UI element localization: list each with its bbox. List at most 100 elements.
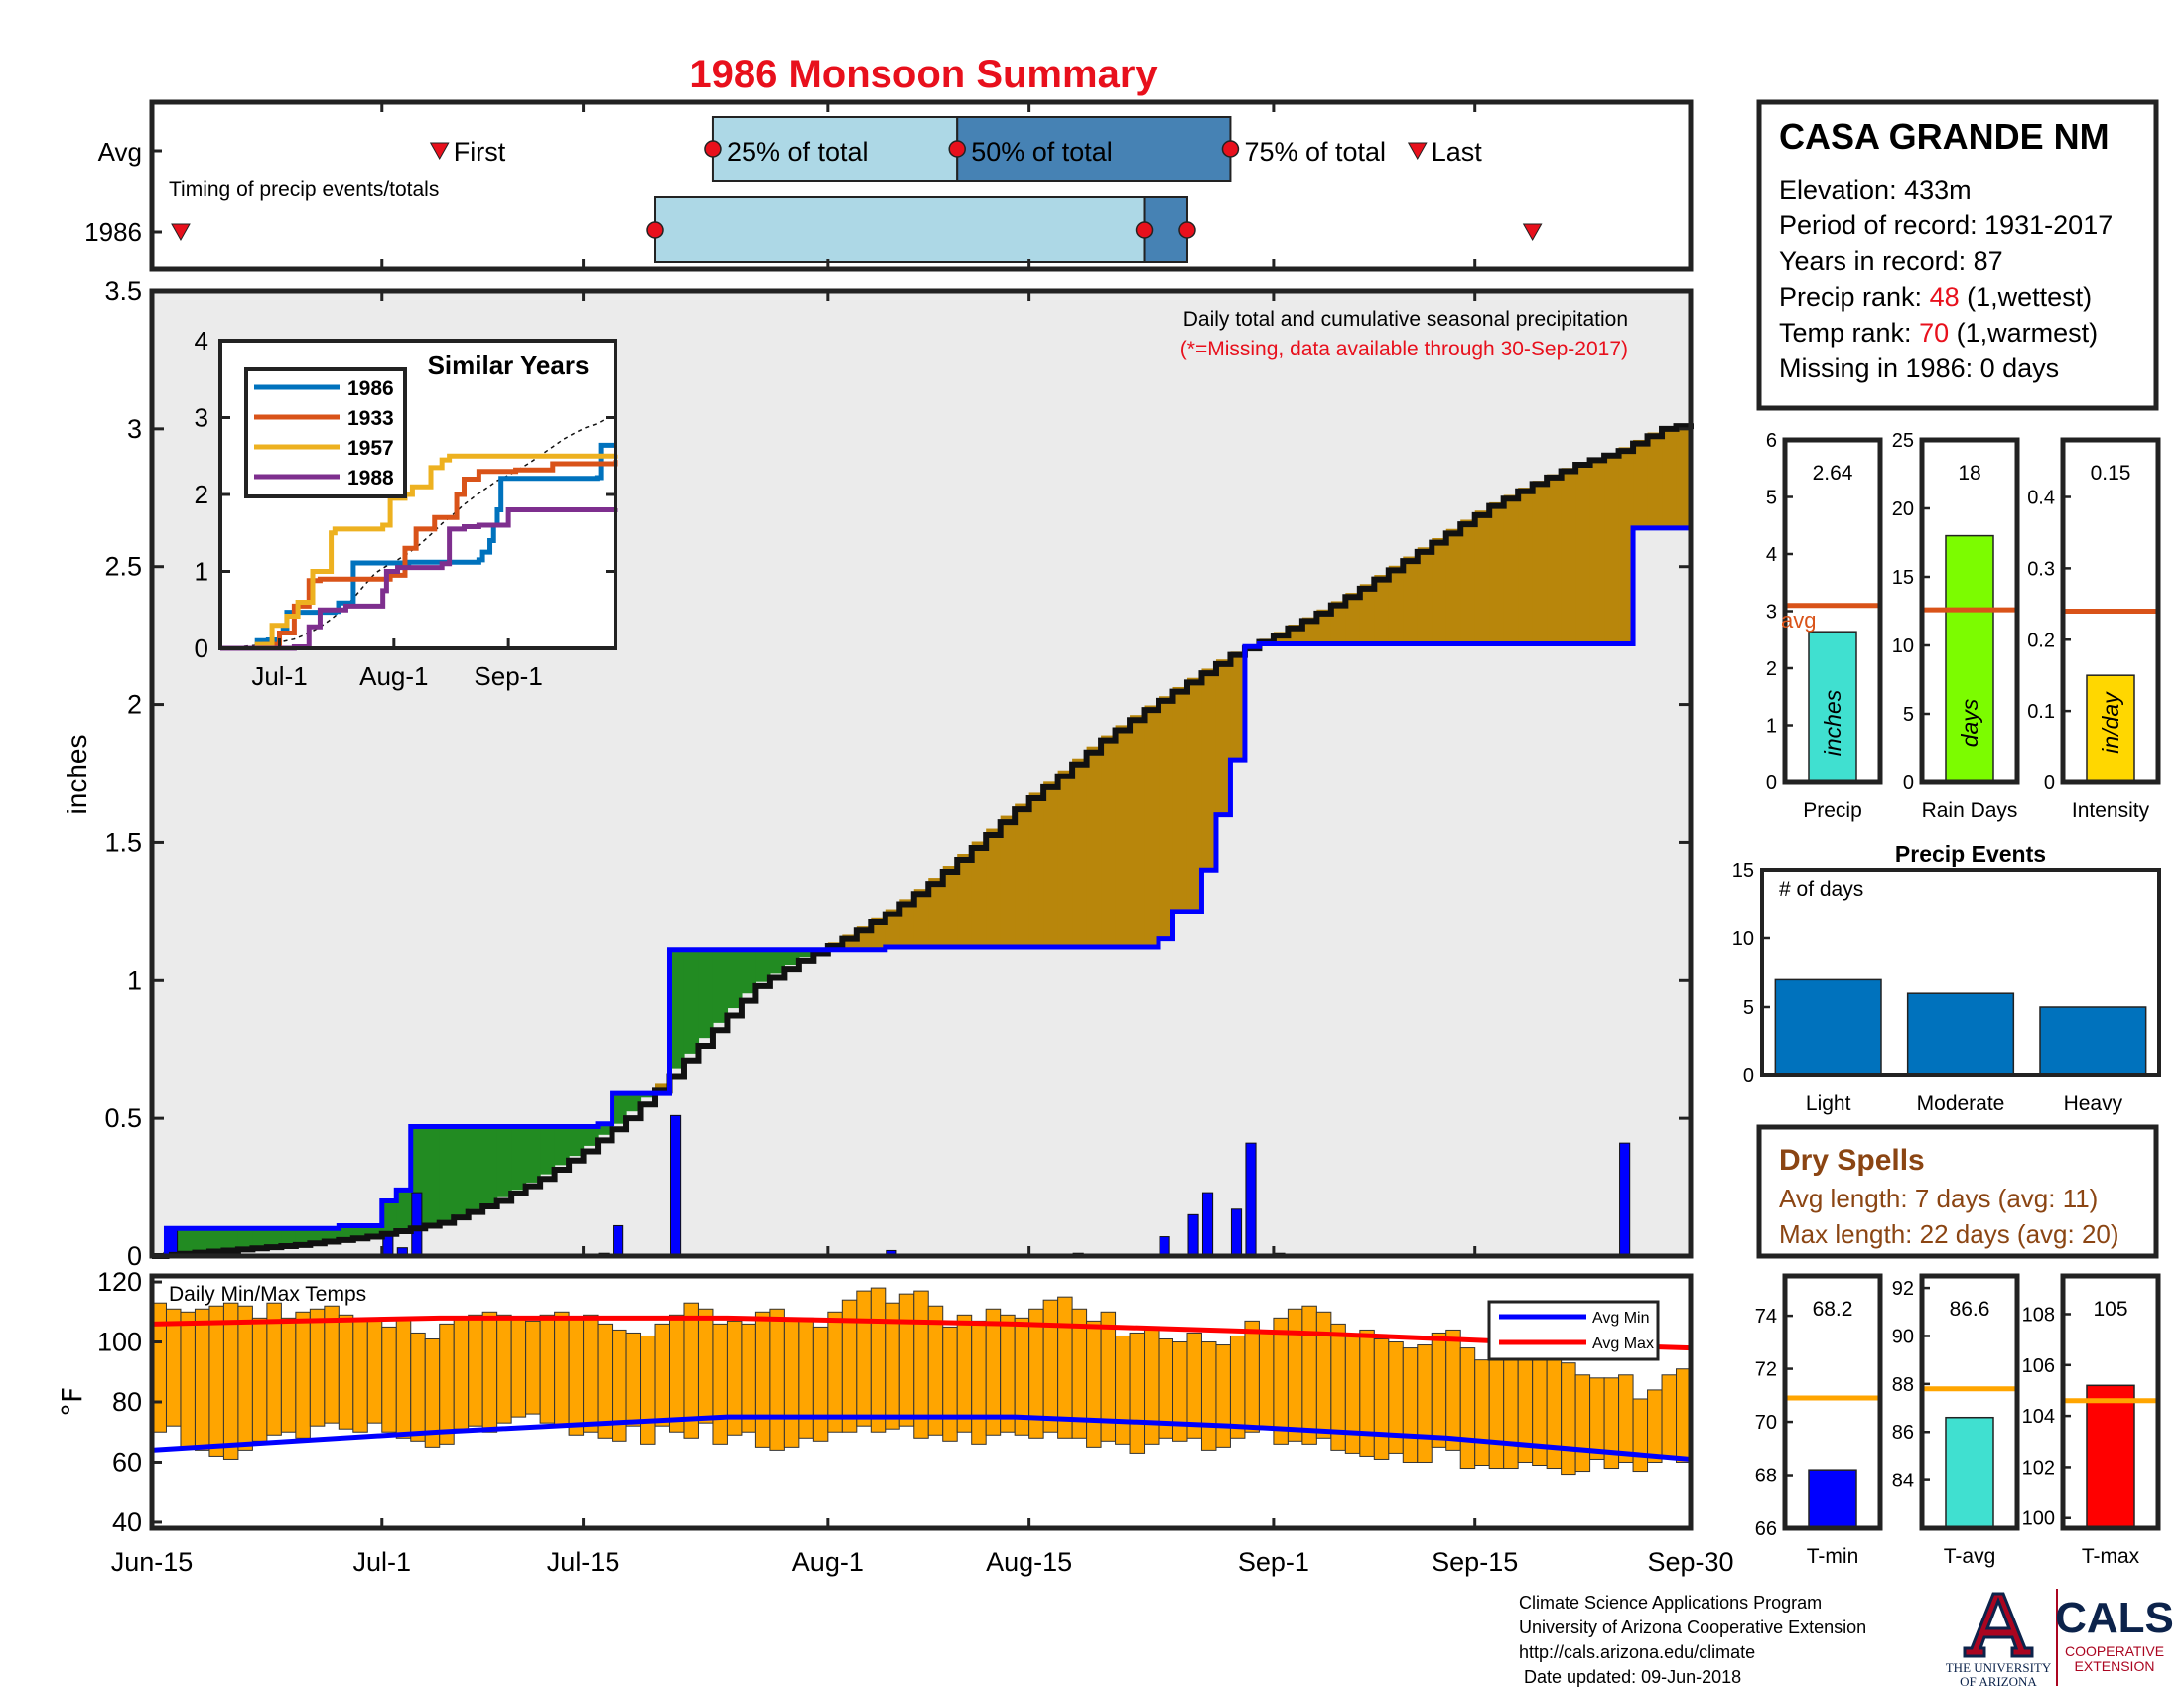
intensity-panel: 0.15 0 0.1 0.2 0.3 0.4 Intensity in/day: [2027, 437, 2161, 822]
daily-temp-bar: [324, 1305, 340, 1424]
shared-xtick-label: Jun-15: [111, 1547, 194, 1577]
intensity-unit: in/day: [2098, 691, 2123, 754]
below-avg-fill: [942, 866, 958, 947]
daily-temp-bar: [280, 1317, 297, 1433]
t-avg-frame: [1919, 1273, 2020, 1531]
below-avg-fill: [1159, 696, 1174, 939]
station-period: Period of record: 1931-2017: [1779, 211, 2113, 240]
below-avg-fill: [1172, 686, 1188, 912]
inset-series-1988: [220, 507, 618, 651]
shared-xtick-label: Aug-1: [792, 1547, 864, 1577]
daily-temp-bar: [1402, 1347, 1419, 1463]
rain-days-ytick-label: 15: [1892, 567, 1914, 589]
ua-logo-line-1: THE UNIVERSITY: [1946, 1660, 2052, 1675]
above-avg-fill: [281, 1228, 297, 1246]
daily-temp-bar: [1373, 1338, 1390, 1460]
intensity-ytick-label: 0.3: [2027, 558, 2055, 580]
temps-ytick-label: 100: [97, 1328, 142, 1357]
inset-title: Similar Years: [428, 351, 590, 380]
below-avg-fill: [1230, 651, 1246, 761]
t-avg-ytick-label: 92: [1892, 1278, 1914, 1300]
below-avg-fill: [1072, 758, 1088, 947]
above-avg-fill: [324, 1228, 340, 1241]
t-min-ytick-label: 70: [1755, 1412, 1777, 1434]
pct75-label: 75% of total: [1244, 137, 1386, 167]
university-of-arizona-logo: THE UNIVERSITY OF ARIZONA CALS COOPERATI…: [1946, 1589, 2174, 1688]
daily-temp-bar: [468, 1314, 483, 1427]
daily-temp-bar: [1618, 1374, 1634, 1463]
t-min-frame: [1782, 1273, 1883, 1531]
dry-spells-title: Dry Spells: [1779, 1144, 1925, 1177]
above-avg-fill: [712, 949, 729, 1023]
inset-ytick-label: 0: [195, 633, 208, 663]
daily-temp-bar: [798, 1317, 814, 1439]
timing-panel: Avg 1986 Timing of precip events/totals …: [84, 99, 1694, 272]
station-name: CASA GRANDE NM: [1779, 116, 2110, 157]
precip-events-panel: Precip Events Light Moderate Heavy 0 5 10 15 #…: [1732, 841, 2161, 1115]
above-avg-fill: [554, 1126, 570, 1166]
inset-ytick-label: 2: [195, 480, 208, 509]
daily-temp-bar: [395, 1317, 412, 1439]
daily-temp-bar: [1632, 1398, 1649, 1473]
avg-last-triangle-icon: [1407, 142, 1428, 161]
daily-temp-bar: [1301, 1305, 1317, 1445]
above-avg-fill: [683, 949, 700, 1054]
daily-temp-bar: [1086, 1320, 1102, 1448]
daily-temp-bar: [870, 1287, 887, 1433]
above-avg-fill: [208, 1228, 225, 1252]
dry-spells-max: Max length: 22 days (avg: 20): [1779, 1219, 2119, 1249]
t-max-ytick-label: 102: [2022, 1457, 2055, 1478]
daily-temp-bar: [208, 1305, 224, 1457]
below-avg-fill: [1015, 803, 1030, 947]
precip-total-ytick-label: 1: [1766, 716, 1777, 738]
daily-temp-bar: [956, 1314, 973, 1433]
below-avg-fill: [1662, 427, 1678, 528]
block-a-icon: [1963, 1592, 2034, 1658]
below-avg-fill: [957, 854, 973, 947]
above-avg-fill: [266, 1228, 282, 1247]
daily-temp-bar: [1042, 1299, 1059, 1433]
daily-temp-bar: [410, 1332, 426, 1442]
daily-temp-bar: [237, 1305, 253, 1451]
avg-p25-marker: [704, 140, 722, 158]
daily-temp-bar: [481, 1311, 498, 1433]
daily-temp-bar: [381, 1326, 397, 1433]
below-avg-fill: [1028, 792, 1044, 947]
shared-xtick-label: Jul-1: [353, 1547, 412, 1577]
daily-temp-bar: [366, 1317, 383, 1424]
main-ytick-label: 0.5: [104, 1103, 142, 1133]
t-min-ytick-label: 74: [1755, 1306, 1777, 1328]
temps-legend-box: [1487, 1300, 1660, 1361]
daily-temp-bar: [942, 1326, 958, 1442]
precip-events-category-label: Light: [1806, 1092, 1851, 1115]
above-avg-fill: [195, 1228, 210, 1253]
daily-temp-bar: [165, 1308, 182, 1427]
station-elevation: Elevation: 433m: [1779, 175, 1972, 205]
precip-events-ytick-label: 0: [1743, 1065, 1754, 1087]
below-avg-fill: [1130, 715, 1146, 947]
footer-line-2: University of Arizona Cooperative Extens…: [1519, 1618, 1866, 1637]
above-avg-fill: [598, 1123, 614, 1135]
below-avg-fill: [1532, 481, 1548, 644]
avg-first-triangle-icon: [429, 142, 450, 161]
above-avg-fill: [482, 1126, 498, 1204]
above-avg-fill: [612, 1093, 627, 1124]
below-avg-fill: [1503, 494, 1519, 644]
below-avg-fill: [1330, 601, 1346, 644]
main-ytick-label: 3: [127, 414, 142, 444]
t-min-bar: [1808, 1469, 1857, 1529]
daily-temp-bar: [180, 1311, 196, 1448]
daily-temp-bar: [496, 1314, 512, 1424]
daily-temp-bar: [697, 1308, 714, 1424]
precip-total-unit: inches: [1820, 689, 1845, 756]
t-avg-ytick-label: 90: [1892, 1326, 1914, 1347]
daily-temp-bar: [1287, 1308, 1303, 1442]
precip-events-bar-heavy: [2039, 1006, 2147, 1076]
inset-legend-label-1988: 1988: [347, 467, 394, 490]
below-avg-fill: [885, 909, 900, 947]
rain-days-unit: days: [1957, 698, 1982, 747]
rain-days-bar: [1945, 534, 1994, 783]
below-avg-fill: [1359, 584, 1375, 644]
daily-temp-bar: [856, 1290, 872, 1427]
